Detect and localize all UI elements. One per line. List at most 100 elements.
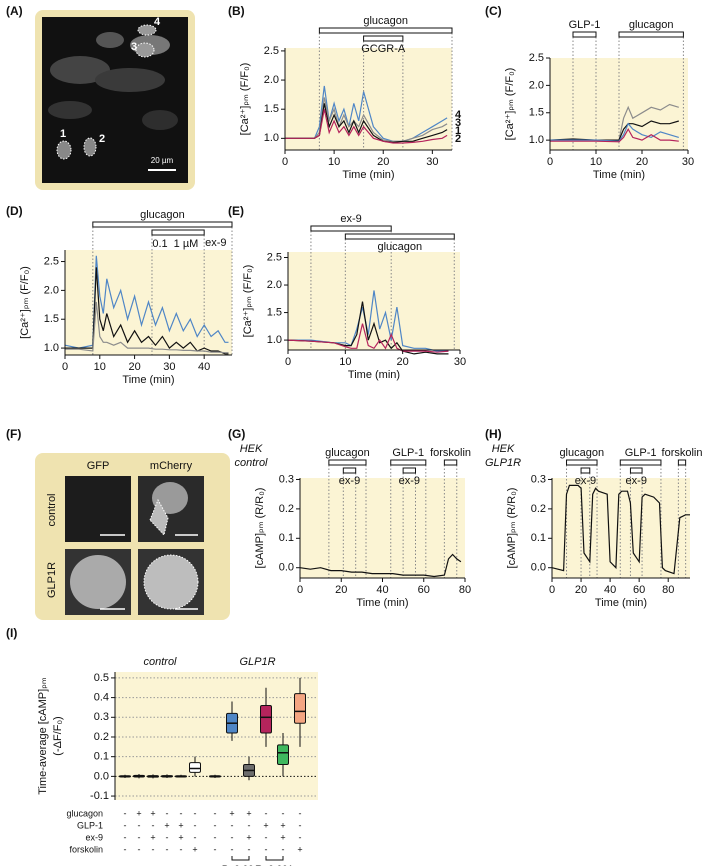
condition-sign: - (124, 832, 127, 842)
y-axis-label: [Ca²⁺]ₚₘ (F/F₀) (242, 265, 254, 338)
x-tick-label: 30 (163, 361, 175, 373)
condition-sign: - (299, 832, 302, 842)
x-tick-label: 0 (549, 584, 555, 596)
panel-label: (C) (485, 4, 502, 18)
treatment-bar (580, 467, 591, 474)
panel-f-image: GFP mCherry control GLP1R (35, 453, 230, 620)
condition-sign: - (194, 832, 197, 842)
y-tick-label: 1.0 (267, 334, 282, 346)
y-tick-label: 0.2 (531, 503, 546, 515)
treatment-bar (92, 221, 233, 228)
condition-sign: + (178, 832, 183, 842)
y-tick-label: 0.2 (94, 731, 109, 743)
y-tick-label: 0.1 (279, 532, 294, 544)
trace (299, 553, 462, 578)
condition-sign: - (282, 844, 285, 854)
treatment-bar (443, 459, 458, 466)
condition-sign: + (280, 832, 285, 842)
treatment-bar (310, 225, 392, 232)
y-tick-label: 2.0 (529, 79, 544, 91)
box (189, 762, 201, 773)
condition-sign: - (231, 844, 234, 854)
condition-sign: - (166, 832, 169, 842)
panel-label: (E) (228, 204, 244, 218)
y-tick-label: 2.5 (267, 251, 282, 263)
scale-bar-label: 20 µm (151, 156, 174, 165)
y-tick-label: 1.0 (264, 132, 279, 144)
x-tick-label: 60 (418, 584, 430, 596)
panel-label: (G) (228, 427, 245, 441)
condition-sign: + (178, 820, 183, 830)
x-tick-label: 30 (454, 356, 466, 368)
y-tick-label: 0.1 (94, 751, 109, 763)
condition-sign: - (248, 844, 251, 854)
treatment-label: glucagon (363, 15, 408, 27)
plot-background (285, 48, 452, 150)
treatment-bar (572, 31, 597, 38)
treatment-bar (151, 229, 205, 236)
series-label: 2 (455, 133, 461, 145)
trace (65, 267, 229, 355)
plot-background (115, 672, 318, 800)
condition-sign: + (297, 844, 302, 854)
treatment-label: ex-9 (399, 475, 420, 487)
plot-background (288, 252, 460, 350)
treatment-bar (566, 459, 598, 466)
y-tick-label: 0.0 (279, 562, 294, 574)
panel-a-image: 1 2 3 4 20 µm (35, 10, 195, 190)
cell-label: 3 (131, 41, 137, 53)
treatment-label: ex-9 (205, 237, 226, 249)
treatment-bar (342, 467, 357, 474)
condition-sign: - (231, 820, 234, 830)
condition-sign: - (214, 844, 217, 854)
x-tick-label: 20 (575, 584, 587, 596)
trace (287, 301, 449, 355)
condition-sign: - (299, 808, 302, 818)
cell-label: 1 (60, 128, 66, 140)
treatment-label: ex-9 (339, 475, 360, 487)
x-tick-label: 80 (459, 584, 471, 596)
y-tick-label: 2.0 (264, 74, 279, 86)
y-tick-label: 0.5 (94, 672, 109, 684)
plot-background (300, 478, 465, 578)
condition-sign: + (263, 820, 268, 830)
condition-sign: - (214, 820, 217, 830)
bracket (231, 856, 250, 861)
condition-sign: - (138, 820, 141, 830)
x-tick-label: 10 (94, 361, 106, 373)
condition-sign: + (164, 820, 169, 830)
trace (287, 323, 449, 353)
x-tick-label: 60 (633, 584, 645, 596)
condition-sign: - (214, 832, 217, 842)
bracket (265, 856, 284, 861)
panel-label: (I) (6, 626, 17, 640)
x-tick-label: 40 (604, 584, 616, 596)
trace (288, 290, 449, 352)
row-label: GLP1R (46, 562, 58, 598)
treatment-bar (390, 459, 427, 466)
box (294, 693, 306, 724)
x-axis-label: Time (min) (595, 597, 647, 609)
treatment-label: GLP-1 (625, 447, 657, 459)
condition-sign: - (214, 808, 217, 818)
condition-sign: + (246, 808, 251, 818)
x-tick-label: 10 (339, 356, 351, 368)
treatment-bar (363, 35, 404, 42)
panel-label: (A) (6, 4, 23, 18)
y-tick-label: 0.0 (531, 562, 546, 574)
condition-sign: - (124, 808, 127, 818)
condition-sign: - (265, 832, 268, 842)
x-axis-label: Time (min) (342, 169, 394, 181)
condition-sign: - (124, 820, 127, 830)
panel-label: (B) (228, 4, 245, 18)
y-axis-label: (-ΔF/F₀) (52, 716, 64, 755)
condition-sign: - (248, 820, 251, 830)
series-label: 1 (455, 125, 461, 137)
condition-sign: + (136, 808, 141, 818)
x-tick-label: 30 (426, 156, 438, 168)
y-tick-label: 0.1 (531, 532, 546, 544)
row-label: control (46, 493, 58, 526)
x-tick-label: 0 (547, 156, 553, 168)
x-tick-label: 0 (282, 156, 288, 168)
condition-sign: - (180, 844, 183, 854)
